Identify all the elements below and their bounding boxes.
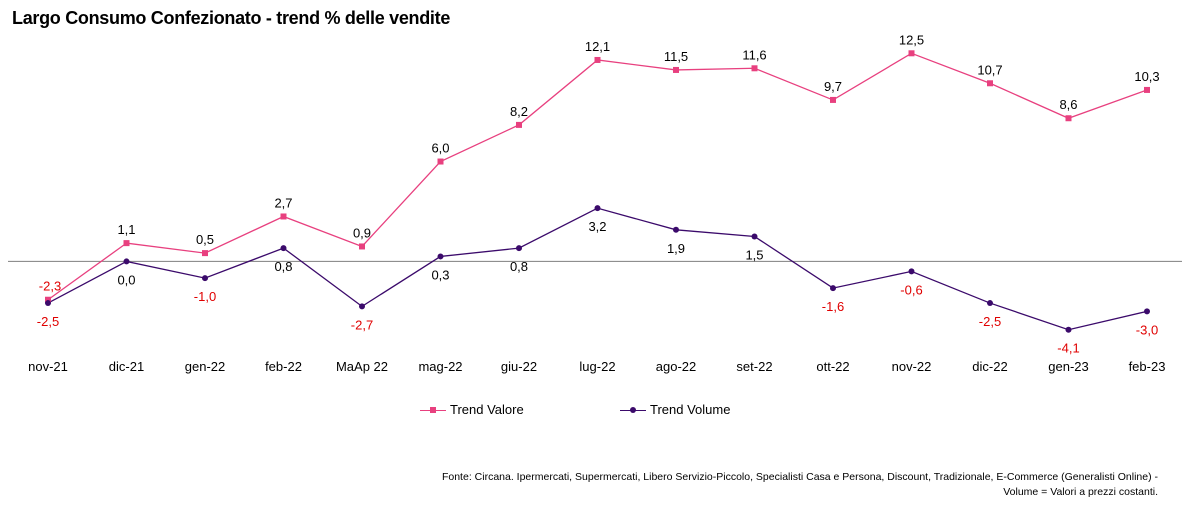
data-label-trend-volume: 1,5 xyxy=(745,247,763,262)
legend-entry-trend-valore: Trend Valore xyxy=(420,402,524,417)
data-label-trend-valore: 8,2 xyxy=(510,104,528,119)
data-label-trend-volume: -1,0 xyxy=(194,289,216,304)
data-label-trend-valore: 2,7 xyxy=(274,195,292,210)
data-label-trend-volume: -0,6 xyxy=(900,282,922,297)
data-point-trend-valore xyxy=(437,158,444,165)
data-point-trend-volume xyxy=(987,300,993,307)
x-tick-label: gen-22 xyxy=(185,359,225,374)
data-label-trend-volume: -3,0 xyxy=(1136,322,1158,337)
data-label-trend-valore: 11,5 xyxy=(664,49,688,64)
data-point-trend-valore xyxy=(123,240,130,247)
legend-swatch-trend-valore xyxy=(420,406,446,416)
x-tick-label: feb-23 xyxy=(1129,359,1166,374)
data-point-trend-valore xyxy=(1144,86,1150,93)
data-label-trend-valore: 11,6 xyxy=(742,47,766,62)
data-label-trend-valore: 0,9 xyxy=(353,225,371,240)
data-point-trend-volume xyxy=(1144,308,1150,315)
data-point-trend-volume xyxy=(202,275,208,282)
data-point-trend-volume xyxy=(908,268,915,275)
data-point-trend-valore xyxy=(673,66,679,73)
data-label-trend-valore: 12,5 xyxy=(899,32,924,47)
data-point-trend-volume xyxy=(516,245,522,252)
data-label-trend-valore: 10,7 xyxy=(977,62,1002,77)
data-label-trend-volume: 0,8 xyxy=(274,259,292,274)
chart-legend: Trend Valore Trend Volume xyxy=(0,402,1186,422)
data-point-trend-volume xyxy=(123,258,130,265)
data-point-trend-valore xyxy=(280,213,287,220)
data-point-trend-valore xyxy=(359,243,365,250)
x-tick-label: ott-22 xyxy=(816,359,849,374)
data-point-trend-volume xyxy=(45,300,51,307)
data-label-trend-valore: 1,1 xyxy=(117,222,135,237)
data-label-trend-volume: 3,2 xyxy=(588,219,606,234)
data-point-trend-valore xyxy=(594,56,601,63)
data-label-trend-volume: -4,1 xyxy=(1057,341,1079,356)
data-label-trend-volume: 1,9 xyxy=(667,241,685,256)
data-label-trend-valore: -2,3 xyxy=(39,279,61,294)
data-label-trend-valore: 12,1 xyxy=(585,39,610,54)
data-point-trend-volume xyxy=(751,233,758,240)
data-label-trend-valore: 0,5 xyxy=(196,232,214,247)
source-note: Fonte: Circana. Ipermercati, Supermercat… xyxy=(441,471,1158,498)
x-tick-label: set-22 xyxy=(736,359,772,374)
data-point-trend-valore xyxy=(1065,115,1072,122)
data-point-trend-volume xyxy=(673,226,679,233)
chart-title: Largo Consumo Confezionato - trend % del… xyxy=(12,8,451,28)
data-point-trend-valore xyxy=(751,65,758,72)
x-tick-label: nov-21 xyxy=(28,359,68,374)
data-label-trend-valore: 8,6 xyxy=(1059,97,1077,112)
data-label-trend-volume: 0,8 xyxy=(510,259,528,274)
data-label-trend-valore: 6,0 xyxy=(431,141,449,156)
legend-entry-trend-volume: Trend Volume xyxy=(620,402,730,417)
data-point-trend-valore xyxy=(987,80,993,87)
x-tick-label: nov-22 xyxy=(892,359,932,374)
data-label-trend-valore: 9,7 xyxy=(824,79,842,94)
x-tick-label: MaAp 22 xyxy=(336,359,388,374)
data-point-trend-volume xyxy=(437,253,444,260)
data-label-trend-volume: 0,3 xyxy=(431,267,449,282)
legend-label-trend-volume: Trend Volume xyxy=(650,402,731,417)
x-tick-label: lug-22 xyxy=(579,359,615,374)
x-tick-label: giu-22 xyxy=(501,359,537,374)
line-chart: nov-21 dic-21 gen-22 feb-22 MaAp 22 mag-22 giu… xyxy=(8,32,1182,374)
data-label-trend-valore: 10,3 xyxy=(1134,69,1159,84)
data-point-trend-volume xyxy=(830,285,836,292)
data-label-trend-volume: -2,5 xyxy=(979,314,1001,329)
data-point-trend-valore xyxy=(908,50,915,57)
data-label-trend-volume: 0,0 xyxy=(117,272,135,287)
data-point-trend-volume xyxy=(1065,326,1072,333)
data-point-trend-volume xyxy=(280,245,287,252)
data-label-trend-volume: -2,7 xyxy=(351,317,373,332)
legend-swatch-trend-volume xyxy=(620,406,646,416)
x-tick-label: mag-22 xyxy=(418,359,462,374)
data-point-trend-valore xyxy=(516,121,522,128)
series-line-trend-valore xyxy=(47,52,1148,301)
data-point-trend-volume xyxy=(359,303,365,310)
data-point-trend-valore xyxy=(45,296,51,303)
x-tick-label: dic-21 xyxy=(109,359,144,374)
data-label-trend-volume: -1,6 xyxy=(822,299,844,314)
x-tick-label: dic-22 xyxy=(972,359,1007,374)
x-tick-label: ago-22 xyxy=(656,359,696,374)
data-label-trend-volume: -2,5 xyxy=(37,314,59,329)
data-point-trend-valore xyxy=(830,96,836,103)
legend-label-trend-valore: Trend Valore xyxy=(450,402,524,417)
x-tick-label: feb-22 xyxy=(265,359,302,374)
data-point-trend-volume xyxy=(594,205,601,212)
x-tick-label: gen-23 xyxy=(1048,359,1088,374)
data-point-trend-valore xyxy=(202,250,208,257)
